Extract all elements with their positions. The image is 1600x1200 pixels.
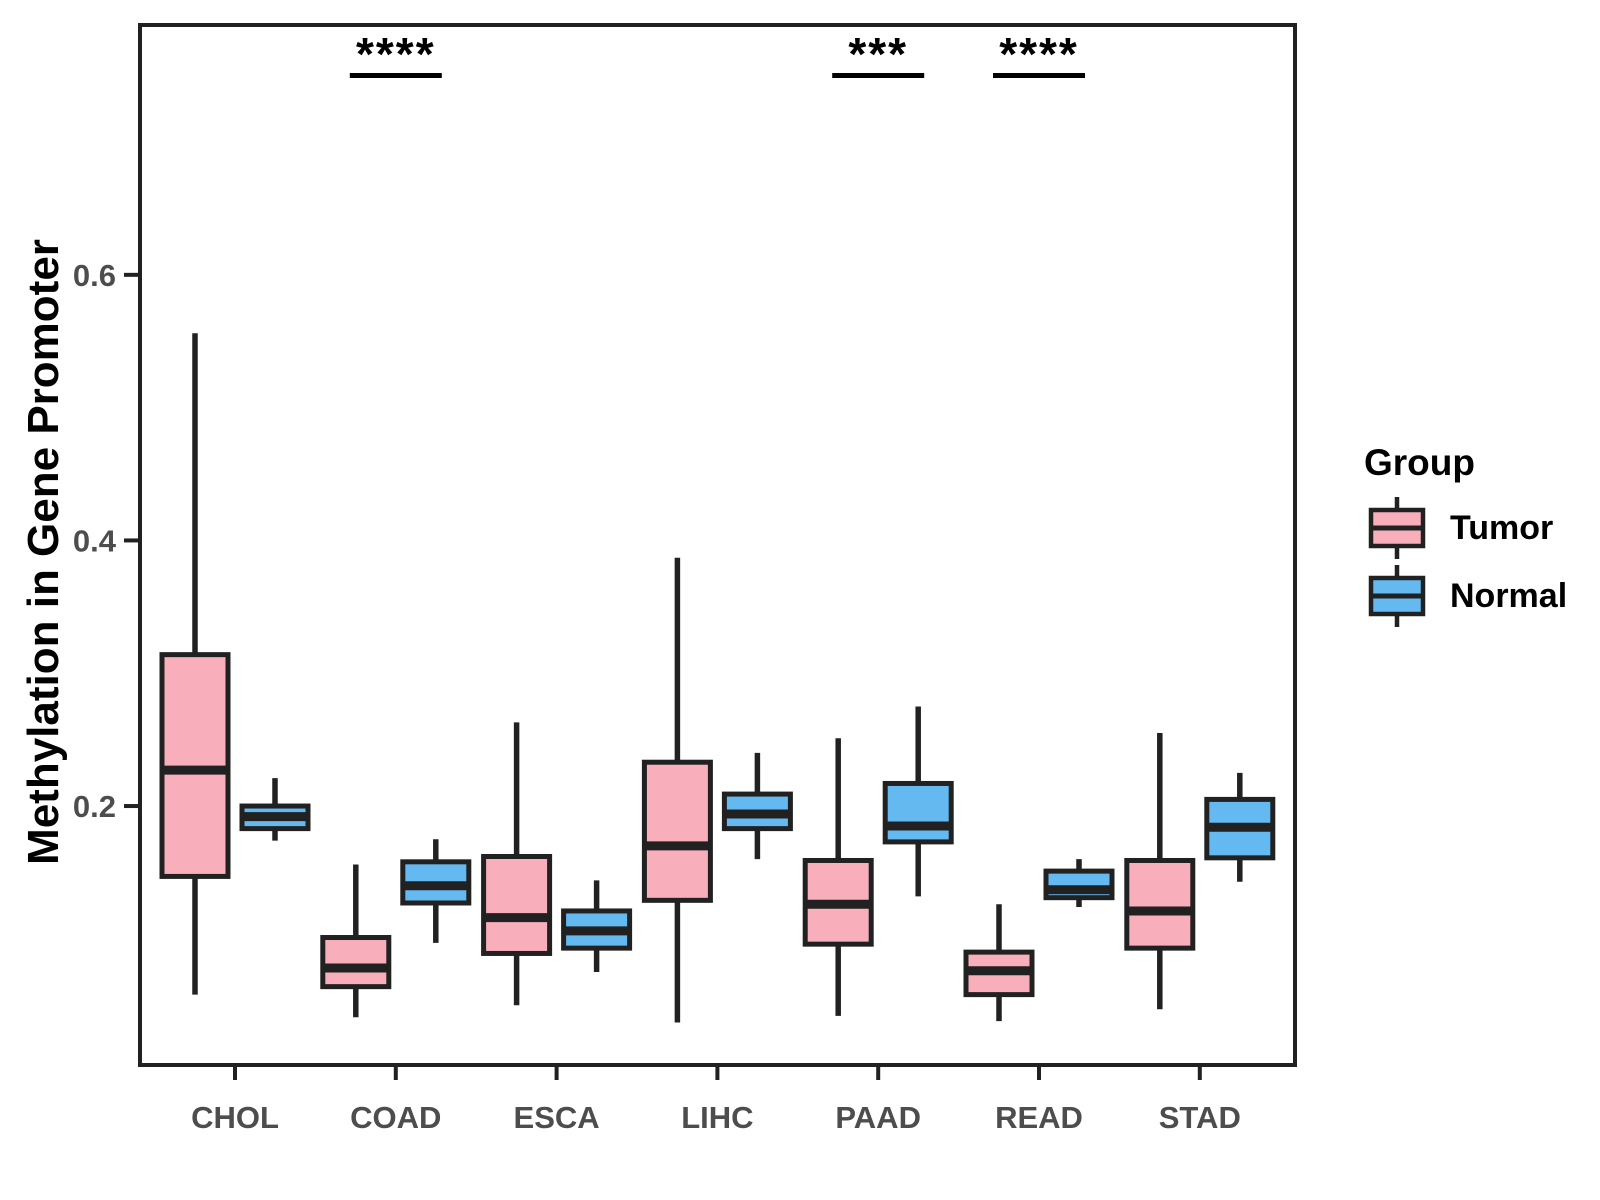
significance-underline-paad: [832, 73, 925, 78]
legend-boxplot-glyph-tumor: [1368, 497, 1426, 559]
x-tick-label: STAD: [1159, 1100, 1241, 1135]
legend-label-normal: Normal: [1450, 576, 1568, 615]
x-tick-label: PAAD: [835, 1100, 921, 1135]
legend-label-tumor: Tumor: [1450, 508, 1554, 547]
y-tick-label: 0.4: [73, 523, 117, 558]
box-tumor-ESCA: [481, 854, 553, 956]
x-tick-label: READ: [995, 1100, 1083, 1135]
x-tick-label: COAD: [350, 1100, 441, 1135]
box-tumor-CHOL: [159, 652, 231, 879]
significance-underline-coad: [349, 73, 442, 78]
box-tumor-LIHC: [641, 759, 713, 903]
x-tick-label: CHOL: [191, 1100, 279, 1135]
legend-item-tumor: Tumor: [1338, 494, 1600, 562]
significance-underline-read: [993, 73, 1085, 78]
x-tick-label: ESCA: [514, 1100, 600, 1135]
significance-stars-paad: ***: [848, 28, 908, 80]
box-tumor-STAD: [1124, 857, 1196, 951]
box-tumor-COAD: [320, 935, 392, 990]
legend: Group Tumor Normal: [1338, 442, 1600, 630]
x-tick-label: LIHC: [681, 1100, 753, 1135]
box-normal-PAAD: [882, 780, 954, 845]
legend-items: Tumor Normal: [1338, 494, 1600, 630]
legend-item-normal: Normal: [1338, 562, 1600, 630]
panel-border: [138, 23, 1297, 1067]
significance-stars-coad: ****: [356, 28, 436, 80]
y-tick-label: 0.2: [73, 789, 116, 824]
significance-stars-read: ****: [999, 28, 1079, 80]
y-tick-label: 0.6: [73, 258, 116, 293]
legend-title: Group: [1364, 442, 1475, 483]
legend-boxplot-glyph-normal: [1368, 565, 1426, 627]
